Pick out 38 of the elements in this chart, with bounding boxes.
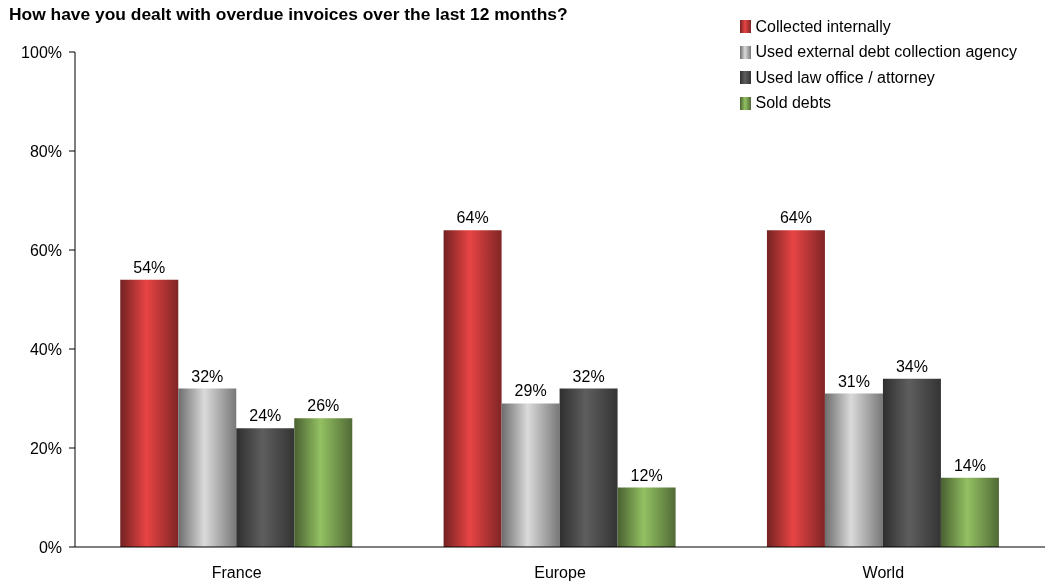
legend-label: Sold debts: [755, 94, 832, 113]
bar: [766, 230, 825, 547]
y-tick-label: 60%: [29, 241, 62, 259]
bar: [940, 477, 999, 547]
y-tick-label: 80%: [29, 142, 62, 160]
bar: [294, 418, 353, 547]
data-label: 24%: [249, 407, 282, 425]
x-tick-label: Europe: [534, 564, 586, 582]
data-label: 12%: [630, 466, 663, 484]
bar: [443, 230, 502, 547]
y-tick-label: 40%: [29, 340, 62, 358]
data-label: 34%: [895, 357, 928, 375]
data-label: 32%: [191, 367, 224, 385]
x-tick-label: World: [862, 564, 905, 582]
data-label: 29%: [514, 382, 547, 400]
data-label: 64%: [779, 209, 812, 227]
bar: [559, 388, 618, 547]
y-tick-label: 100%: [21, 43, 62, 61]
legend-label: Used law office / attorney: [755, 68, 935, 87]
legend-label: Used external debt collection agency: [755, 43, 1017, 62]
y-tick-label: 20%: [29, 439, 62, 457]
bar: [178, 388, 237, 547]
bar: [882, 378, 941, 547]
bar: [120, 279, 179, 547]
data-label: 32%: [572, 367, 605, 385]
bar: [236, 428, 295, 547]
legend-label: Collected internally: [755, 17, 891, 36]
y-tick-label: 0%: [38, 538, 62, 556]
data-label: 54%: [133, 258, 166, 276]
bar: [617, 487, 676, 547]
data-label: 31%: [837, 372, 870, 390]
bar: [501, 403, 560, 547]
chart-title: How have you dealt with overdue invoices over the last 12 months?: [9, 4, 568, 25]
data-label: 26%: [307, 397, 340, 415]
data-label: 14%: [953, 456, 986, 474]
data-label: 64%: [456, 209, 489, 227]
bar: [824, 393, 883, 547]
x-tick-label: France: [211, 564, 262, 582]
